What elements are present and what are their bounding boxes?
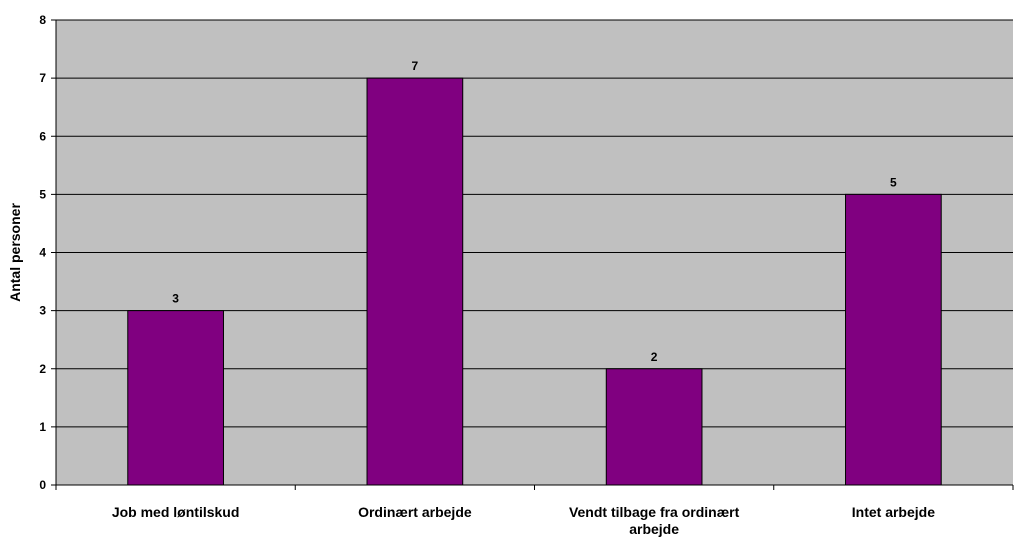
bar <box>845 193 942 486</box>
y-tick-label: 1 <box>39 420 46 434</box>
y-tick-label: 7 <box>39 71 46 85</box>
y-tick-label: 5 <box>39 187 46 201</box>
bars <box>127 77 942 486</box>
x-category-label: Intet arbejde <box>852 504 935 520</box>
y-tick-label: 2 <box>39 362 46 376</box>
x-category-label: Ordinært arbejde <box>358 504 472 520</box>
y-tick-label: 8 <box>39 13 46 27</box>
y-tick-label: 4 <box>39 246 46 260</box>
x-category-label: Vendt tilbage fra ordinært arbejde <box>569 504 740 537</box>
y-tick-labels: 0 1 2 3 4 5 6 7 8 <box>39 13 46 492</box>
y-tick-label: 3 <box>39 304 46 318</box>
bar <box>605 368 703 486</box>
bar <box>127 310 224 486</box>
y-axis-label: Antal personer <box>7 203 23 302</box>
x-category-label: Job med løntilskud <box>112 504 240 520</box>
data-label: 7 <box>412 59 419 73</box>
data-label: 3 <box>172 292 179 306</box>
y-tick-label: 0 <box>39 478 46 492</box>
bar <box>366 77 464 486</box>
data-label: 2 <box>651 350 658 364</box>
y-tick-label: 6 <box>39 129 46 143</box>
data-label: 5 <box>890 175 897 189</box>
axes <box>51 19 1014 490</box>
data-labels: 3 7 2 5 <box>172 59 897 364</box>
x-category-labels: Job med løntilskud Ordinært arbejde Vendt … <box>112 504 935 537</box>
